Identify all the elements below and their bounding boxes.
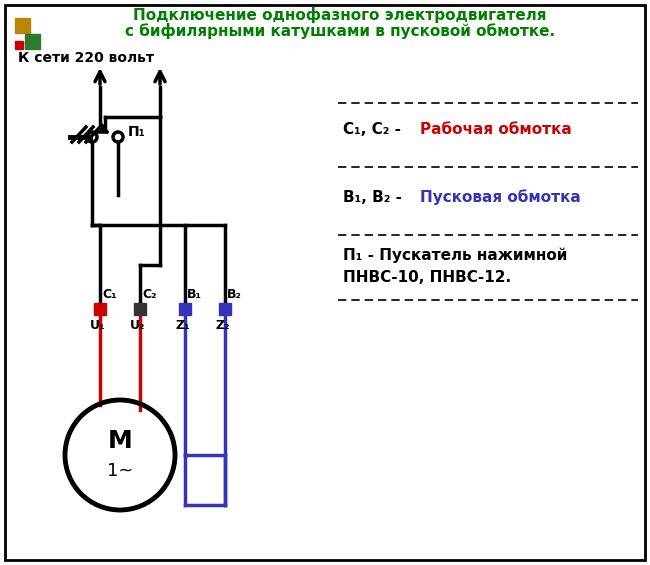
Text: ПНВС-10, ПНВС-12.: ПНВС-10, ПНВС-12. (343, 270, 511, 285)
Text: П₁ - Пускатель нажимной: П₁ - Пускатель нажимной (343, 247, 567, 263)
Text: В₁: В₁ (187, 288, 202, 301)
Bar (25, 34, 40, 49)
Text: Рабочая обмотка: Рабочая обмотка (420, 123, 572, 137)
Bar (15, 41, 23, 49)
Text: М: М (108, 429, 133, 453)
Text: Z₂: Z₂ (215, 319, 229, 332)
Text: с бифилярными катушками в пусковой обмотке.: с бифилярными катушками в пусковой обмот… (125, 23, 555, 39)
Bar (94, 303, 106, 315)
Text: С₁, С₂ -: С₁, С₂ - (343, 123, 406, 137)
Text: С₁: С₁ (102, 288, 116, 301)
Text: С₂: С₂ (142, 288, 157, 301)
Text: Z₁: Z₁ (175, 319, 190, 332)
Text: В₁, В₂ -: В₁, В₂ - (343, 189, 408, 205)
Bar (219, 303, 231, 315)
Bar (179, 303, 191, 315)
Text: Пусковая обмотка: Пусковая обмотка (420, 189, 580, 205)
Text: К сети 220 вольт: К сети 220 вольт (18, 51, 154, 65)
Bar (15, 18, 30, 33)
Text: Подключение однофазного электродвигателя: Подключение однофазного электродвигателя (133, 7, 547, 23)
Text: 1~: 1~ (107, 462, 133, 480)
Text: U₂: U₂ (130, 319, 146, 332)
Text: U₁: U₁ (90, 319, 105, 332)
Text: П₁: П₁ (128, 125, 146, 139)
Text: В₂: В₂ (227, 288, 242, 301)
Bar (134, 303, 146, 315)
